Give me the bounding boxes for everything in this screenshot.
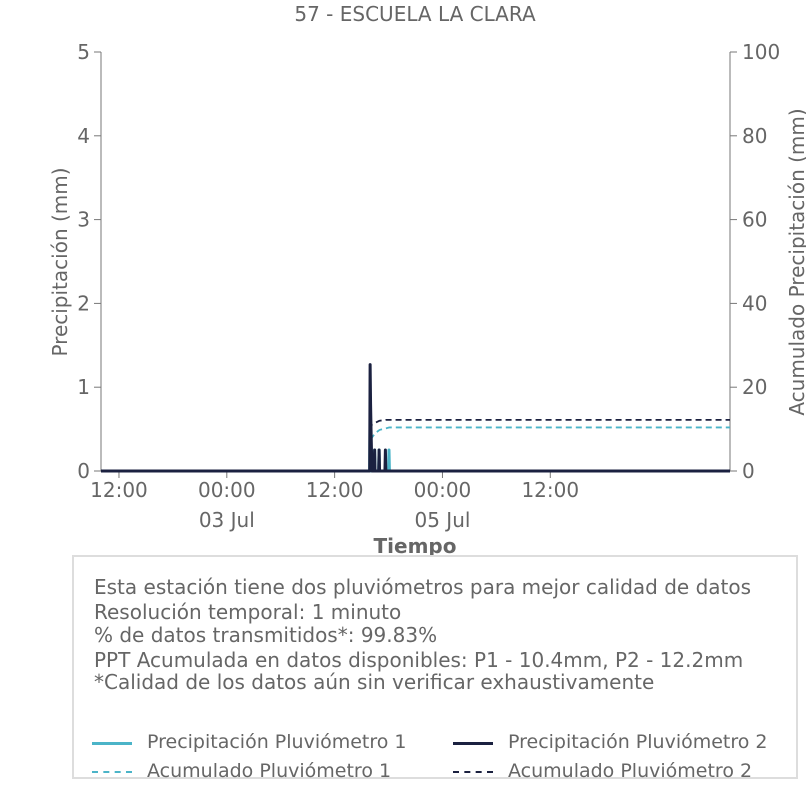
series-line-1 (101, 410, 730, 473)
info-line-accumulated: PPT Acumulada en datos disponibles: P1 -… (94, 648, 744, 672)
x-tick-label: 12:00 (306, 478, 364, 502)
series-line-2 (101, 363, 730, 473)
y2-tick-label: 40 (742, 291, 767, 315)
x-tick-date-label: 03 Jul (199, 508, 255, 532)
plot-area: 0 1 2 3 4 5 0 20 40 60 80 100 12:00 00:00 03 Jul 12:00 0… (77, 40, 780, 532)
legend-label-precip-p2: Precipitación Pluviómetro 2 (508, 731, 768, 753)
info-line-resolution: Resolución temporal: 1 minuto (94, 600, 402, 624)
legend-swatch-precip-p1 (92, 742, 132, 745)
y2-tick-label: 80 (742, 124, 767, 148)
legend-swatch-accum-p2 (453, 771, 493, 773)
legend-swatch-precip-p2 (453, 742, 493, 745)
y2-tick-label: 20 (742, 375, 767, 399)
chart-title: 57 - ESCUELA LA CLARA (294, 2, 536, 26)
legend-swatch-accum-p1 (92, 771, 132, 773)
legend-label-accum-p2: Acumulado Pluviómetro 2 (508, 760, 753, 782)
info-line-quality: *Calidad de los datos aún sin verificar … (94, 670, 655, 694)
info-line-stations: Esta estación tiene dos pluviómetros par… (94, 575, 752, 599)
x-tick-date-label: 05 Jul (414, 508, 470, 532)
series-line-3 (101, 426, 730, 472)
y-axis-label: Precipitación (mm) (48, 167, 72, 356)
series-line-4 (101, 418, 730, 472)
info-line-transmitted: % de datos transmitidos*: 99.83% (94, 623, 438, 647)
y2-tick-label: 0 (742, 459, 755, 483)
x-tick-label: 12:00 (90, 478, 148, 502)
y2-axis-label: Acumulado Precipitación (mm) (785, 108, 806, 415)
y-tick-label: 4 (77, 124, 90, 148)
info-legend-box: Esta estación tiene dos pluviómetros par… (72, 555, 798, 782)
x-tick-label: 00:00 (414, 478, 472, 502)
x-axis-label: Tiempo (374, 534, 457, 558)
x-tick-label: 12:00 (521, 478, 579, 502)
y2-tick-label: 100 (742, 40, 780, 64)
legend-label-precip-p1: Precipitación Pluviómetro 1 (147, 731, 407, 753)
x-tick-label: 00:00 (198, 478, 256, 502)
y-tick-label: 0 (77, 459, 90, 483)
y-tick-label: 5 (77, 40, 90, 64)
y-tick-label: 2 (77, 291, 90, 315)
y2-tick-label: 60 (742, 208, 767, 232)
y-tick-label: 3 (77, 208, 90, 232)
y-tick-label: 1 (77, 375, 90, 399)
legend-label-accum-p1: Acumulado Pluviómetro 1 (147, 760, 392, 782)
